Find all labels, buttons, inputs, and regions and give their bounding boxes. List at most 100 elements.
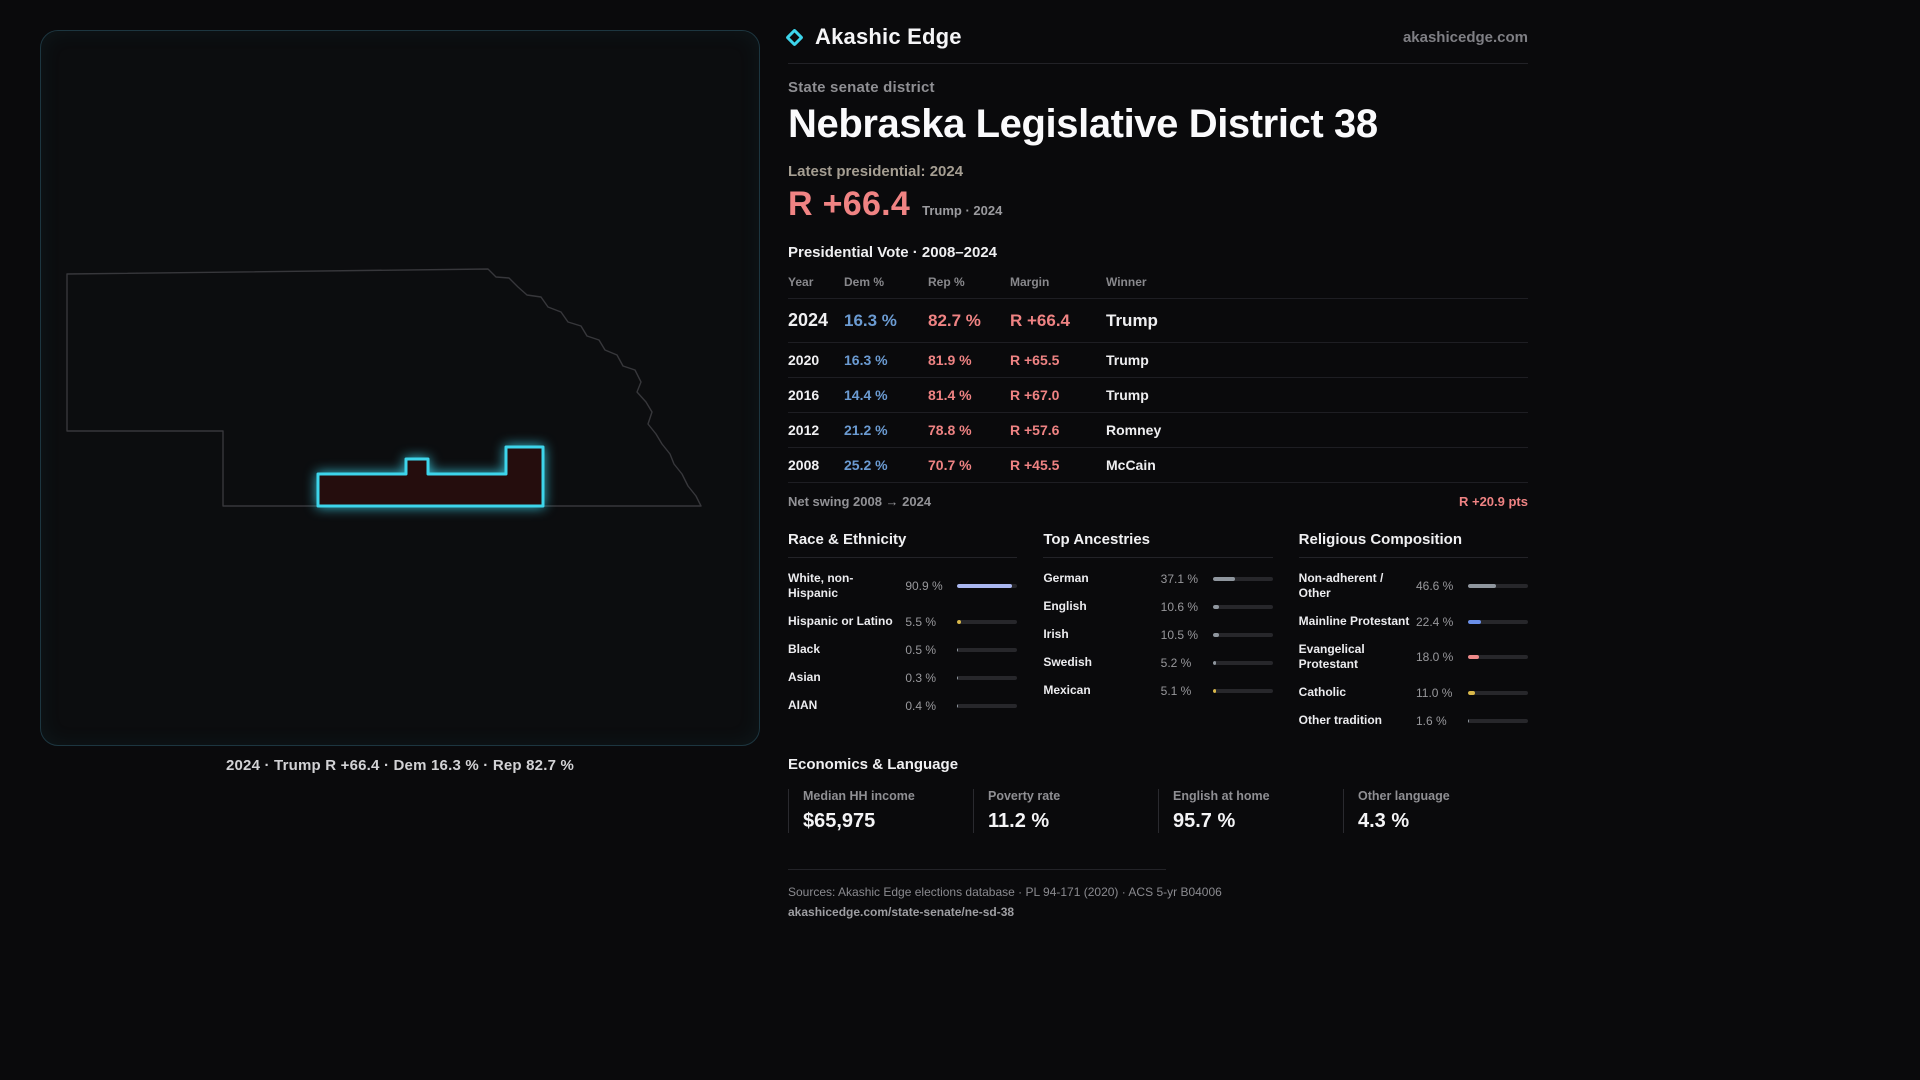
- demo-label: Swedish: [1043, 655, 1093, 669]
- headline-margin-value: R +66.4: [788, 185, 911, 223]
- demo-bar-fill: [1212, 576, 1235, 581]
- table-row: 2020 16.3 % 81.9 % R +65.5 Trump: [788, 343, 1528, 378]
- demo-row: Swedish 5.2 %: [1043, 655, 1273, 670]
- demo-row: Other tradition 1.6 %: [1299, 713, 1528, 728]
- demo-bar-fill: [1212, 688, 1216, 693]
- content-column: Akashic Edge akashicedge.com State senat…: [785, 24, 1528, 921]
- district-map-panel: [40, 30, 760, 746]
- permalink[interactable]: akashicedge.com/state-senate/ne-sd-38: [788, 905, 1015, 919]
- demo-bar: [1212, 688, 1273, 693]
- cell-margin: R +65.5: [1010, 352, 1060, 368]
- religion-title: Religious Composition: [1298, 531, 1528, 558]
- cell-rep: 81.4 %: [928, 387, 972, 403]
- cell-winner: Trump: [1106, 310, 1158, 330]
- table-row: 2012 21.2 % 78.8 % R +57.6 Romney: [788, 413, 1528, 448]
- demo-label: AIAN: [788, 698, 818, 712]
- cell-winner: McCain: [1106, 457, 1156, 473]
- economics-stats: Median HH income $65,975 Poverty rate 11…: [788, 789, 1528, 833]
- demo-row: Mexican 5.1 %: [1043, 683, 1273, 698]
- demo-row: Catholic 11.0 %: [1299, 685, 1528, 700]
- vote-table-title: Presidential Vote · 2008–2024: [788, 244, 998, 261]
- state-outline: [66, 268, 702, 507]
- stat-label: Poverty rate: [988, 789, 1061, 803]
- cell-dem: 16.3 %: [844, 310, 897, 330]
- demo-value: 10.5 %: [1160, 627, 1199, 642]
- cell-rep: 82.7 %: [928, 310, 981, 330]
- economics-title: Economics & Language: [788, 756, 959, 773]
- demo-bar: [1467, 584, 1528, 588]
- demo-label: Other tradition: [1298, 713, 1382, 727]
- col-winner: Winner: [1106, 275, 1147, 289]
- map-caption: 2024 · Trump R +66.4 · Dem 16.3 % · Rep …: [225, 757, 575, 774]
- demo-label: Black: [788, 642, 821, 656]
- district-shape: [316, 445, 545, 508]
- demo-value: 0.3 %: [905, 670, 937, 685]
- cell-rep: 70.7 %: [928, 457, 972, 473]
- demo-value: 46.6 %: [1415, 579, 1454, 593]
- cell-year: 2012: [788, 422, 820, 438]
- cell-winner: Trump: [1106, 352, 1149, 368]
- demo-row: Hispanic or Latino 5.5 %: [788, 614, 1018, 629]
- cell-margin: R +66.4: [1010, 310, 1071, 330]
- demo-value: 0.5 %: [905, 642, 937, 657]
- cell-winner: Romney: [1106, 422, 1162, 438]
- demo-value: 90.9 %: [905, 579, 943, 593]
- demo-row: Mainline Protestant 22.4 %: [1299, 614, 1528, 629]
- demo-label: Mainline Protestant: [1298, 614, 1410, 628]
- cell-winner: Trump: [1106, 387, 1149, 403]
- stat-value: 11.2 %: [988, 810, 1050, 832]
- demo-value: 1.6 %: [1415, 713, 1447, 728]
- demo-label: Asian: [788, 670, 821, 684]
- demo-bar-fill: [1212, 632, 1219, 637]
- demo-bar: [1212, 632, 1273, 637]
- demo-value: 22.4 %: [1415, 614, 1454, 629]
- demo-label: Irish: [1043, 627, 1069, 641]
- demo-bar-fill: [1467, 655, 1479, 659]
- demo-bar-fill: [1467, 718, 1469, 723]
- col-margin: Margin: [1010, 275, 1050, 289]
- vote-table-header: Year Dem % Rep % Margin Winner: [788, 275, 1528, 299]
- stat-median-income: Median HH income $65,975: [788, 789, 973, 833]
- net-swing-row: Net swing 2008 → 2024 R +20.9 pts: [788, 494, 1528, 509]
- cell-margin: R +57.6: [1010, 422, 1060, 438]
- latest-presidential-label: Latest presidential: 2024: [788, 163, 964, 180]
- demo-bar: [1467, 619, 1528, 624]
- demo-bar: [1212, 604, 1273, 609]
- demo-bar: [957, 584, 1018, 588]
- demo-value: 37.1 %: [1160, 571, 1199, 586]
- demo-row: Non-adherent / Other 46.6 %: [1299, 571, 1528, 601]
- cell-dem: 21.2 %: [844, 422, 888, 438]
- brand: Akashic Edge: [785, 24, 962, 50]
- demo-label: German: [1043, 571, 1089, 585]
- header-bar: Akashic Edge akashicedge.com: [785, 24, 1528, 64]
- footer-divider: [788, 869, 1166, 870]
- demo-row: Asian 0.3 %: [788, 670, 1018, 685]
- table-row: 2024 16.3 % 82.7 % R +66.4 Trump: [788, 299, 1528, 343]
- race-ethnicity-title: Race & Ethnicity: [788, 531, 1018, 558]
- demo-row: Irish 10.5 %: [1043, 627, 1273, 642]
- demo-bar-fill: [1212, 660, 1216, 665]
- table-row: 2016 14.4 % 81.4 % R +67.0 Trump: [788, 378, 1528, 413]
- demo-bar: [957, 619, 1018, 624]
- demo-label: White, non-Hispanic: [788, 571, 854, 600]
- demo-label: Mexican: [1043, 683, 1091, 697]
- religion-column: Religious Composition Non-adherent / Oth…: [1298, 531, 1528, 728]
- cell-margin: R +45.5: [1010, 457, 1060, 473]
- headline-margin-row: R +66.4 Trump · 2024: [788, 185, 1528, 224]
- site-link[interactable]: akashicedge.com: [1402, 28, 1528, 46]
- demo-label: English: [1043, 599, 1087, 613]
- cell-dem: 16.3 %: [844, 352, 888, 368]
- demo-row: White, non-Hispanic 90.9 %: [788, 571, 1018, 601]
- demo-bar: [1467, 718, 1528, 723]
- stat-english-at-home: English at home 95.7 %: [1158, 789, 1343, 833]
- demo-row: German 37.1 %: [1043, 571, 1273, 586]
- brand-diamond-icon: [785, 27, 804, 47]
- stat-poverty-rate: Poverty rate 11.2 %: [973, 789, 1158, 833]
- ancestries-title: Top Ancestries: [1043, 531, 1273, 558]
- cell-margin: R +67.0: [1010, 387, 1060, 403]
- race-ethnicity-column: Race & Ethnicity White, non-Hispanic 90.…: [788, 531, 1018, 728]
- col-rep: Rep %: [928, 275, 965, 289]
- stat-value: $65,975: [803, 810, 876, 832]
- demo-value: 5.1 %: [1160, 683, 1192, 698]
- demo-bar-fill: [1467, 584, 1496, 588]
